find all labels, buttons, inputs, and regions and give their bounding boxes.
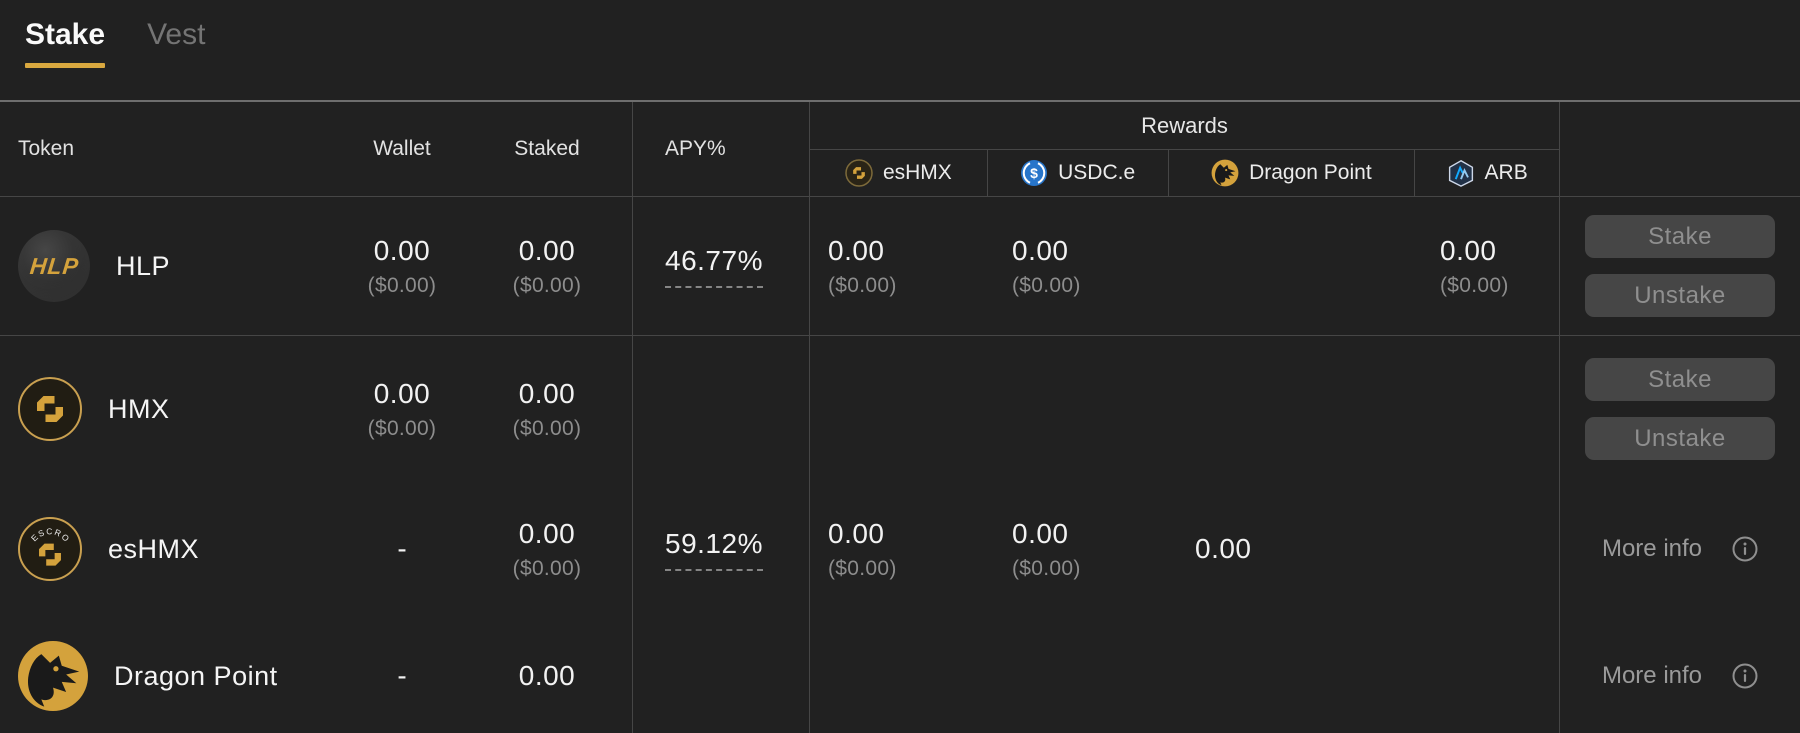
rewards-header-group: Rewards esHMX [809, 102, 1559, 196]
eshmx-logo-glyph: ESCROW [20, 519, 72, 566]
column-header-staked: Staked [514, 137, 580, 160]
reward-arb-amount: 0.00 [1440, 234, 1497, 266]
reward-usdce-usd-value: ($0.00) [1012, 273, 1081, 297]
eshmx-token-icon: ESCROW [18, 517, 82, 581]
reward-column-dragon-point: Dragon Point [1167, 150, 1415, 196]
reward-eshmx-usd-value: ($0.00) [828, 273, 897, 297]
reward-arb-empty-cell [1414, 482, 1559, 616]
svg-text:ESCROW: ESCROW [20, 519, 72, 544]
staking-table: Token Wallet Staked APY% Rewards [0, 100, 1800, 733]
column-header-apy: APY% [665, 137, 726, 160]
column-header-rewards: Rewards [810, 102, 1559, 150]
reward-dragon-empty-cell [1167, 197, 1414, 335]
reward-column-label: USDC.e [1058, 161, 1136, 184]
reward-dragon-empty-cell [1167, 616, 1414, 733]
hlp-token-icon: HLP [18, 230, 90, 302]
reward-dragon-amount: 0.00 [1195, 533, 1252, 564]
tab-vest[interactable]: Vest [147, 18, 205, 52]
header-actions-cell [1559, 102, 1800, 196]
more-info-link[interactable]: More info [1602, 662, 1758, 690]
hmx-token-icon [18, 377, 82, 441]
reward-usdce-usd-value: ($0.00) [1012, 556, 1081, 580]
reward-usdce-empty-cell [986, 616, 1167, 733]
staked-amount: 0.00 [518, 377, 576, 409]
reward-eshmx-amount: 0.00 [828, 517, 885, 549]
table-header: Token Wallet Staked APY% Rewards [0, 102, 1800, 197]
reward-column-label: Dragon Point [1249, 161, 1372, 184]
wallet-amount: - [397, 533, 407, 564]
token-name: HMX [108, 393, 170, 424]
staked-usd-value: ($0.00) [512, 416, 582, 440]
apy-empty-cell [632, 336, 809, 482]
wallet-amount: 0.00 [373, 377, 431, 409]
token-name: HLP [116, 250, 171, 281]
dragon-logo-glyph [27, 654, 80, 707]
reward-usdce-amount: 0.00 [1012, 517, 1069, 549]
dragon-point-token-icon [18, 641, 88, 711]
arb-coin-icon [1448, 159, 1473, 187]
more-info-label: More info [1601, 662, 1703, 689]
tab-vest-label: Vest [147, 18, 206, 51]
column-header-token: Token [18, 137, 75, 160]
reward-eshmx-empty-cell [809, 616, 986, 733]
apy-value[interactable]: 46.77% [665, 245, 763, 288]
stake-button[interactable]: Stake [1585, 358, 1775, 401]
usdc-coin-icon: $ [1021, 160, 1048, 186]
unstake-button[interactable]: Unstake [1585, 274, 1775, 317]
table-row-hmx: HMX 0.00 ($0.00) 0.00 ($0.00) Stake Unst… [0, 336, 1800, 482]
tab-stake-label: Stake [25, 18, 106, 51]
tab-bar: Stake Vest [0, 0, 1800, 100]
wallet-usd-value: ($0.00) [367, 273, 437, 297]
reward-eshmx-amount: 0.00 [828, 234, 885, 266]
reward-dragon-empty-cell [1167, 336, 1414, 482]
tab-stake[interactable]: Stake [25, 18, 106, 68]
reward-usdce-amount: 0.00 [1012, 234, 1069, 266]
stake-button[interactable]: Stake [1585, 215, 1775, 258]
wallet-amount: 0.00 [373, 234, 431, 266]
wallet-usd-value: ($0.00) [367, 416, 437, 440]
unstake-button[interactable]: Unstake [1585, 417, 1775, 460]
reward-column-arb: ARB [1414, 150, 1559, 196]
header-main: Token Wallet Staked [0, 102, 632, 196]
svg-text:$: $ [1030, 165, 1038, 181]
token-name: esHMX [108, 533, 200, 564]
table-row-eshmx: ESCROW esHMX - 0.00 ( [0, 482, 1800, 616]
apy-empty-cell [632, 616, 809, 733]
staked-amount: 0.00 [518, 660, 576, 691]
table-row-hlp: HLP HLP 0.00 ($0.00) 0.00 ($0.00) 46.77%… [0, 197, 1800, 336]
reward-column-eshmx: esHMX [810, 150, 987, 196]
reward-usdce-empty-cell [986, 336, 1167, 482]
info-icon[interactable] [1732, 663, 1758, 689]
reward-arb-usd-value: ($0.00) [1440, 273, 1509, 297]
staked-amount: 0.00 [518, 234, 576, 266]
more-info-label: More info [1601, 535, 1703, 562]
reward-column-label: esHMX [882, 161, 952, 184]
active-tab-underline [25, 63, 106, 68]
reward-column-usdce: $ USDC.e [986, 150, 1168, 196]
token-name: Dragon Point [114, 660, 278, 691]
escrow-arc-text: ESCROW [20, 519, 71, 544]
reward-arb-empty-cell [1414, 336, 1559, 482]
staked-usd-value: ($0.00) [512, 556, 582, 580]
reward-eshmx-empty-cell [809, 336, 986, 482]
table-row-dragon-point: Dragon Point - 0.00 More info [0, 616, 1800, 733]
reward-column-label: ARB [1484, 161, 1528, 184]
eshmx-coin-icon [845, 159, 873, 187]
reward-arb-empty-cell [1414, 616, 1559, 733]
info-icon[interactable] [1732, 536, 1758, 562]
reward-eshmx-usd-value: ($0.00) [828, 556, 897, 580]
wallet-amount: - [397, 660, 407, 691]
apy-value[interactable]: 59.12% [665, 528, 763, 571]
column-header-wallet: Wallet [373, 137, 431, 160]
staked-usd-value: ($0.00) [512, 273, 582, 297]
dragon-coin-icon [1211, 159, 1239, 187]
hmx-logo-glyph [37, 396, 63, 422]
staked-amount: 0.00 [518, 517, 576, 549]
column-header-apy-cell: APY% [632, 102, 809, 196]
more-info-link[interactable]: More info [1602, 535, 1758, 563]
